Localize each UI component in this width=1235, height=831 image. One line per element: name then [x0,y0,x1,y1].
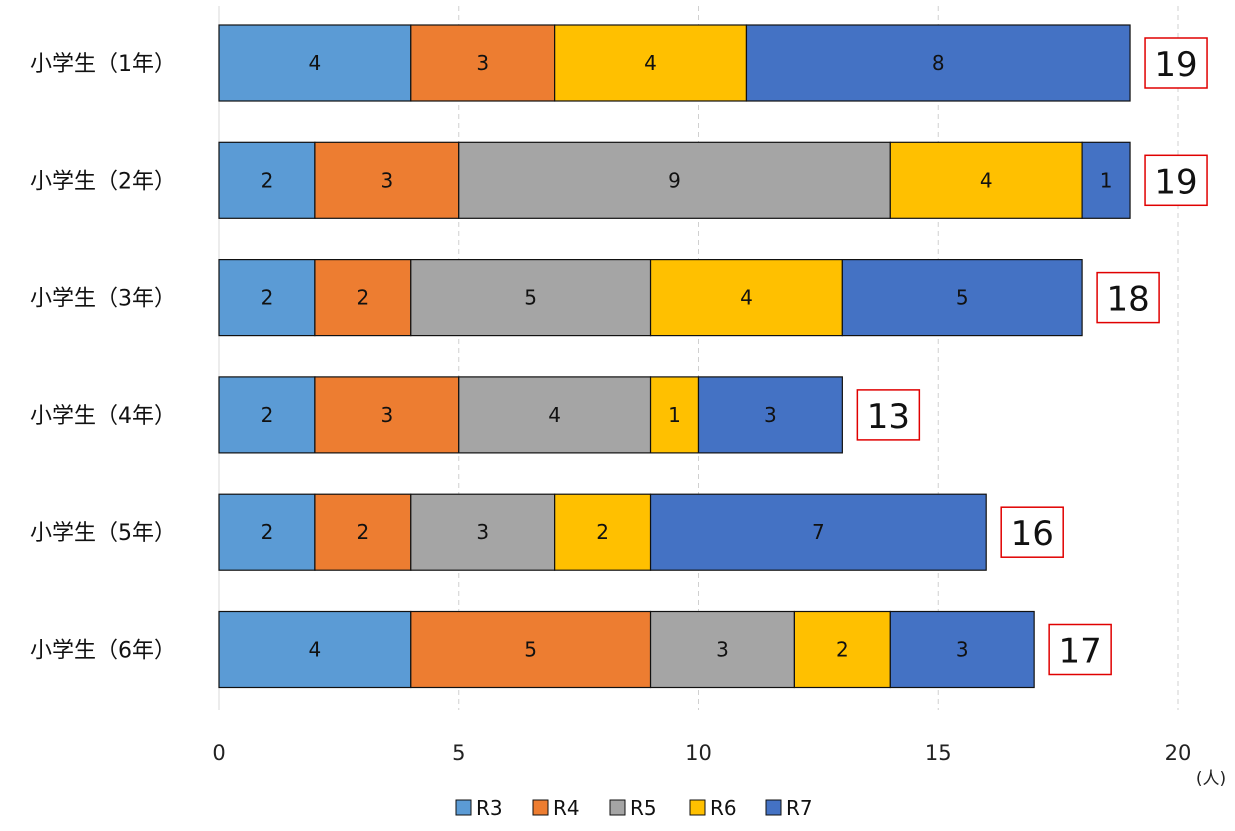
data-label: 2 [261,168,274,192]
total-box [856,389,921,441]
data-label: 4 [309,51,322,75]
data-label: 1 [668,403,681,427]
bar-segment-r6 [554,24,748,102]
legend-swatch-r7 [765,799,782,816]
total-box [1000,506,1064,558]
bar-segment-r7 [697,376,843,454]
bar-segment-r5 [649,610,795,689]
data-label: 4 [740,286,753,310]
data-label: 1 [1100,168,1113,192]
bar-segment-r3 [218,376,316,454]
data-label: 9 [668,168,681,192]
x-tick-label: 5 [452,741,465,765]
bar-segment-r7 [745,24,1131,102]
bar-segment-r7 [889,610,1035,689]
category-label: 小学生（6年） [30,639,176,664]
data-label: 3 [476,520,489,544]
category-label: 小学生（2年） [30,169,176,194]
bar-segment-r3 [218,141,316,219]
bar-segment-r5 [410,259,652,337]
data-label: 2 [356,520,369,544]
bar-segment-r3 [218,24,412,102]
bar-segment-r3 [218,493,316,571]
total-label: 18 [1106,280,1149,320]
data-label: 2 [261,286,274,310]
total-box [1096,271,1160,324]
x-tick-label: 10 [685,741,712,765]
x-tick-label: 20 [1165,741,1192,765]
legend-label: R7 [786,796,813,820]
legend-label: R3 [476,796,503,820]
data-label: 5 [524,286,537,310]
bar-segment-r6 [649,376,700,454]
total-label: 19 [1154,45,1197,85]
bar-segment-r6 [889,141,1083,219]
legend-label: R4 [553,796,580,820]
data-label: 2 [261,520,274,544]
data-label: 3 [476,51,489,75]
bar-segment-r5 [410,493,556,571]
bar-segment-r4 [314,259,412,337]
unit-label: (人) [1196,769,1226,789]
bar-segment-r6 [649,259,843,337]
bar-segment-r4 [410,24,556,102]
total-box [1144,154,1208,207]
data-label: 3 [380,403,393,427]
data-label: 3 [716,638,729,662]
legend-label: R5 [630,796,657,820]
category-label: 小学生（4年） [30,404,176,429]
data-label: 4 [548,403,561,427]
bar-segment-r3 [218,610,412,689]
data-label: 4 [309,638,322,662]
data-label: 4 [644,51,657,75]
bar-segment-r4 [314,376,460,454]
total-label: 13 [867,397,910,437]
total-label: 16 [1011,514,1054,554]
data-label: 3 [764,403,777,427]
bar-segment-r7 [841,259,1083,337]
bar-segment-r5 [458,376,652,454]
data-label: 8 [932,51,945,75]
legend-swatch-r6 [689,799,706,816]
legend-swatch-r4 [532,799,549,816]
bar-segment-r7 [1081,141,1131,219]
data-label: 3 [956,638,969,662]
data-label: 2 [596,520,609,544]
data-label: 2 [356,286,369,310]
data-label: 5 [524,638,537,662]
legend-swatch-r3 [455,799,472,816]
bar-segment-r4 [314,141,460,219]
category-label: 小学生（3年） [30,287,176,312]
legend-swatch-r5 [609,799,626,816]
data-label: 3 [380,168,393,192]
bar-segment-r7 [649,493,987,571]
data-label: 2 [836,638,849,662]
total-label: 19 [1154,162,1197,202]
x-tick-label: 15 [925,741,952,765]
bar-segment-r6 [554,493,652,571]
x-tick-label: 0 [212,741,225,765]
data-label: 7 [812,520,825,544]
total-box [1048,623,1112,676]
total-box [1144,37,1208,89]
total-label: 17 [1059,632,1102,672]
bar-segment-r4 [314,493,412,571]
category-label: 小学生（5年） [30,521,176,546]
data-label: 2 [261,403,274,427]
data-label: 4 [980,168,993,192]
category-label: 小学生（1年） [30,52,176,77]
legend-label: R6 [710,796,737,820]
data-label: 5 [956,286,969,310]
